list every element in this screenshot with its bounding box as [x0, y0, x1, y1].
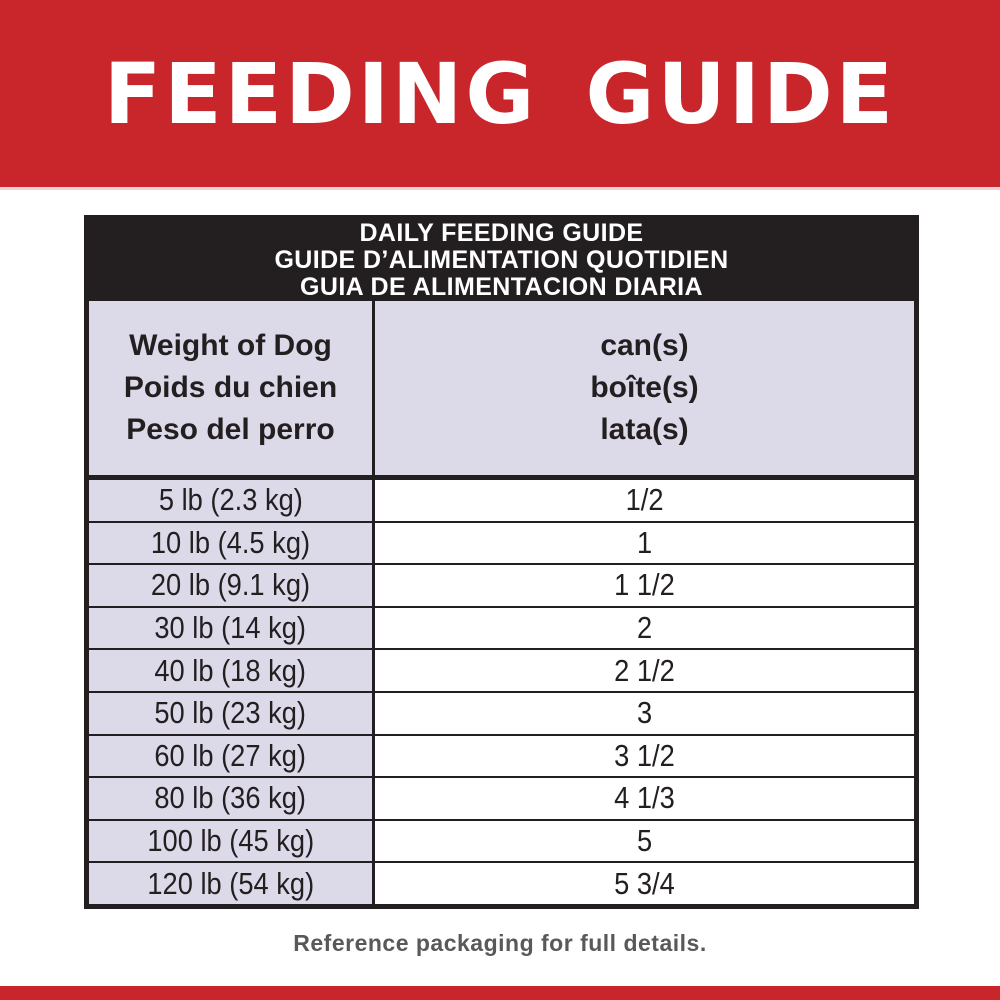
- table-row: 100 lb (45 kg) 5: [89, 818, 914, 862]
- cans-cell: 3: [375, 692, 914, 734]
- cans-cell: 2 1/2: [375, 650, 914, 691]
- title-banner: FEEDING GUIDE: [0, 0, 1000, 190]
- weight-header-fr: Poids du chien: [123, 371, 338, 404]
- weight-column-header: Weight of Dog Poids du chien Peso del pe…: [89, 301, 375, 475]
- cans-cell: 5: [375, 820, 914, 862]
- cans-cell: 1/2: [375, 480, 914, 521]
- bottom-red-strip: [0, 986, 1000, 1000]
- table-row: 40 lb (18 kg) 2 1/2: [89, 648, 914, 691]
- table-row: 5 lb (2.3 kg) 1/2: [89, 478, 914, 521]
- weight-header-en: Weight of Dog: [129, 329, 332, 362]
- cans-cell: 2: [375, 607, 914, 649]
- cans-value: 5 3/4: [614, 865, 675, 901]
- weight-value: 100 lb (45 kg): [147, 823, 314, 859]
- cans-cell: 1: [375, 522, 914, 564]
- weight-cell: 100 lb (45 kg): [89, 820, 375, 862]
- table-row: 30 lb (14 kg) 2: [89, 605, 914, 649]
- table-row: 60 lb (27 kg) 3 1/2: [89, 733, 914, 777]
- weight-value: 5 lb (2.3 kg): [158, 482, 303, 518]
- weight-value: 80 lb (36 kg): [154, 780, 307, 816]
- weight-cell: 30 lb (14 kg): [89, 607, 375, 649]
- weight-cell: 40 lb (18 kg): [89, 650, 375, 691]
- feeding-guide-table: DAILY FEEDING GUIDE GUIDE D’ALIMENTATION…: [84, 215, 919, 909]
- page-title: FEEDING GUIDE: [103, 44, 897, 143]
- cans-value: 1/2: [625, 482, 664, 518]
- table-row: 80 lb (36 kg) 4 1/3: [89, 776, 914, 819]
- column-header-row: Weight of Dog Poids du chien Peso del pe…: [89, 301, 914, 478]
- cans-column-header: can(s) boîte(s) lata(s): [375, 301, 914, 475]
- table-title-bar: DAILY FEEDING GUIDE GUIDE D’ALIMENTATION…: [89, 220, 914, 301]
- table-row: 20 lb (9.1 kg) 1 1/2: [89, 563, 914, 606]
- weight-value: 10 lb (4.5 kg): [150, 524, 311, 560]
- weight-value: 50 lb (23 kg): [154, 695, 307, 731]
- weight-value: 60 lb (27 kg): [154, 737, 307, 773]
- reference-note: Reference packaging for full details.: [293, 930, 707, 956]
- cans-cell: 1 1/2: [375, 565, 914, 606]
- weight-value: 30 lb (14 kg): [154, 610, 307, 646]
- weight-value: 40 lb (18 kg): [154, 652, 307, 688]
- weight-cell: 20 lb (9.1 kg): [89, 565, 375, 606]
- table-row: 10 lb (4.5 kg) 1: [89, 520, 914, 564]
- weight-cell: 120 lb (54 kg): [89, 863, 375, 904]
- weight-cell: 50 lb (23 kg): [89, 692, 375, 734]
- cans-value: 4 1/3: [614, 780, 675, 816]
- cans-value: 5: [636, 823, 653, 859]
- weight-value: 20 lb (9.1 kg): [150, 567, 311, 603]
- weight-value: 120 lb (54 kg): [147, 865, 314, 901]
- table-row: 120 lb (54 kg) 5 3/4: [89, 861, 914, 904]
- cans-value: 3: [636, 695, 653, 731]
- cans-value: 2 1/2: [614, 652, 675, 688]
- table-title-line-es: GUIA DE ALIMENTACION DIARIA: [300, 273, 703, 301]
- weight-cell: 60 lb (27 kg): [89, 735, 375, 777]
- cans-cell: 3 1/2: [375, 735, 914, 777]
- cans-cell: 5 3/4: [375, 863, 914, 904]
- table-title-line-en: DAILY FEEDING GUIDE: [359, 219, 644, 247]
- weight-header-es: Peso del perro: [126, 413, 335, 446]
- cans-header-en: can(s): [600, 329, 689, 362]
- cans-cell: 4 1/3: [375, 778, 914, 819]
- cans-value: 1: [636, 524, 653, 560]
- cans-header-es: lata(s): [600, 413, 689, 446]
- weight-cell: 5 lb (2.3 kg): [89, 480, 375, 521]
- weight-cell: 10 lb (4.5 kg): [89, 522, 375, 564]
- table-title-line-fr: GUIDE D’ALIMENTATION QUOTIDIEN: [274, 246, 729, 274]
- table-row: 50 lb (23 kg) 3: [89, 690, 914, 734]
- cans-value: 2: [636, 610, 653, 646]
- weight-cell: 80 lb (36 kg): [89, 778, 375, 819]
- cans-header-fr: boîte(s): [590, 371, 699, 404]
- cans-value: 1 1/2: [614, 567, 675, 603]
- cans-value: 3 1/2: [614, 737, 675, 773]
